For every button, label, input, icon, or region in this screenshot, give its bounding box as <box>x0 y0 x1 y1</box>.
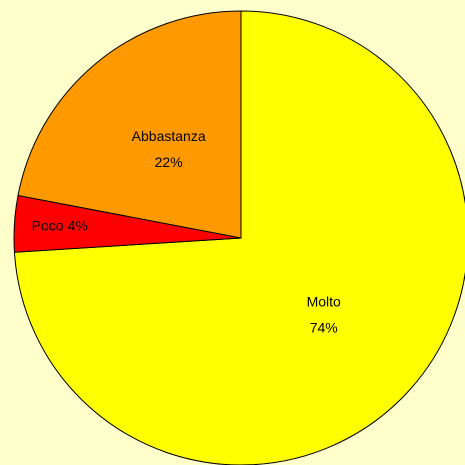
category-label: Poco <box>32 217 64 233</box>
pie-slice <box>17 10 242 239</box>
pie-slice <box>13 10 465 465</box>
slice-label: Poco 4% <box>32 217 88 233</box>
category-label: Molto <box>307 293 341 309</box>
value-label: 22% <box>155 154 183 170</box>
category-label: Abbastanza <box>132 128 206 144</box>
value-label: 4% <box>68 217 88 233</box>
value-label: 74% <box>310 319 338 335</box>
